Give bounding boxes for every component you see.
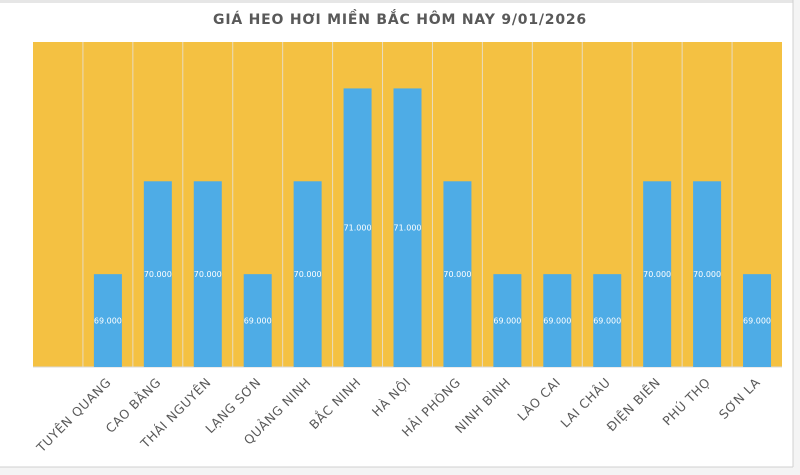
bar <box>743 274 772 367</box>
data-label: 70.000 <box>643 270 671 279</box>
bar <box>493 274 522 367</box>
data-label: 69.000 <box>493 317 521 326</box>
bar <box>643 181 672 367</box>
data-label: 70.000 <box>443 270 471 279</box>
data-label: 69.000 <box>593 317 621 326</box>
bar <box>593 274 622 367</box>
bar <box>293 181 322 367</box>
bar <box>393 88 422 367</box>
data-label: 71.000 <box>394 224 422 233</box>
bar <box>143 181 172 367</box>
data-label: 69.000 <box>743 317 771 326</box>
category-label: PHÚ THỌ <box>659 375 713 429</box>
bar <box>193 181 222 367</box>
category-label: SƠN LA <box>716 375 763 422</box>
data-label: 70.000 <box>194 270 222 279</box>
bar <box>543 274 572 367</box>
category-label: BẮC NINH <box>305 374 363 432</box>
bar <box>693 181 722 367</box>
bar <box>93 274 122 367</box>
data-labels: 69.000 70.000 70.000 69.000 70.000 71.000 71.0… <box>94 224 771 326</box>
data-label: 69.000 <box>244 317 272 326</box>
data-label: 70.000 <box>144 270 172 279</box>
data-label: 71.000 <box>344 224 372 233</box>
bar <box>343 88 372 367</box>
category-label: TUYÊN QUANG <box>33 375 114 456</box>
data-label: 69.000 <box>94 317 122 326</box>
bar <box>443 181 472 367</box>
category-label: ĐIỆN BIÊN <box>604 375 664 435</box>
data-label: 70.000 <box>294 270 322 279</box>
data-label: 69.000 <box>543 317 571 326</box>
category-label: HÀ NỘI <box>369 375 414 420</box>
category-label: LÀO CAI <box>514 375 563 424</box>
bars <box>93 88 772 367</box>
chart-title: GIÁ HEO HƠI MIỀN BẮC HÔM NAY 9/01/2026 <box>213 9 587 28</box>
bar <box>243 274 272 367</box>
data-label: 70.000 <box>693 270 721 279</box>
